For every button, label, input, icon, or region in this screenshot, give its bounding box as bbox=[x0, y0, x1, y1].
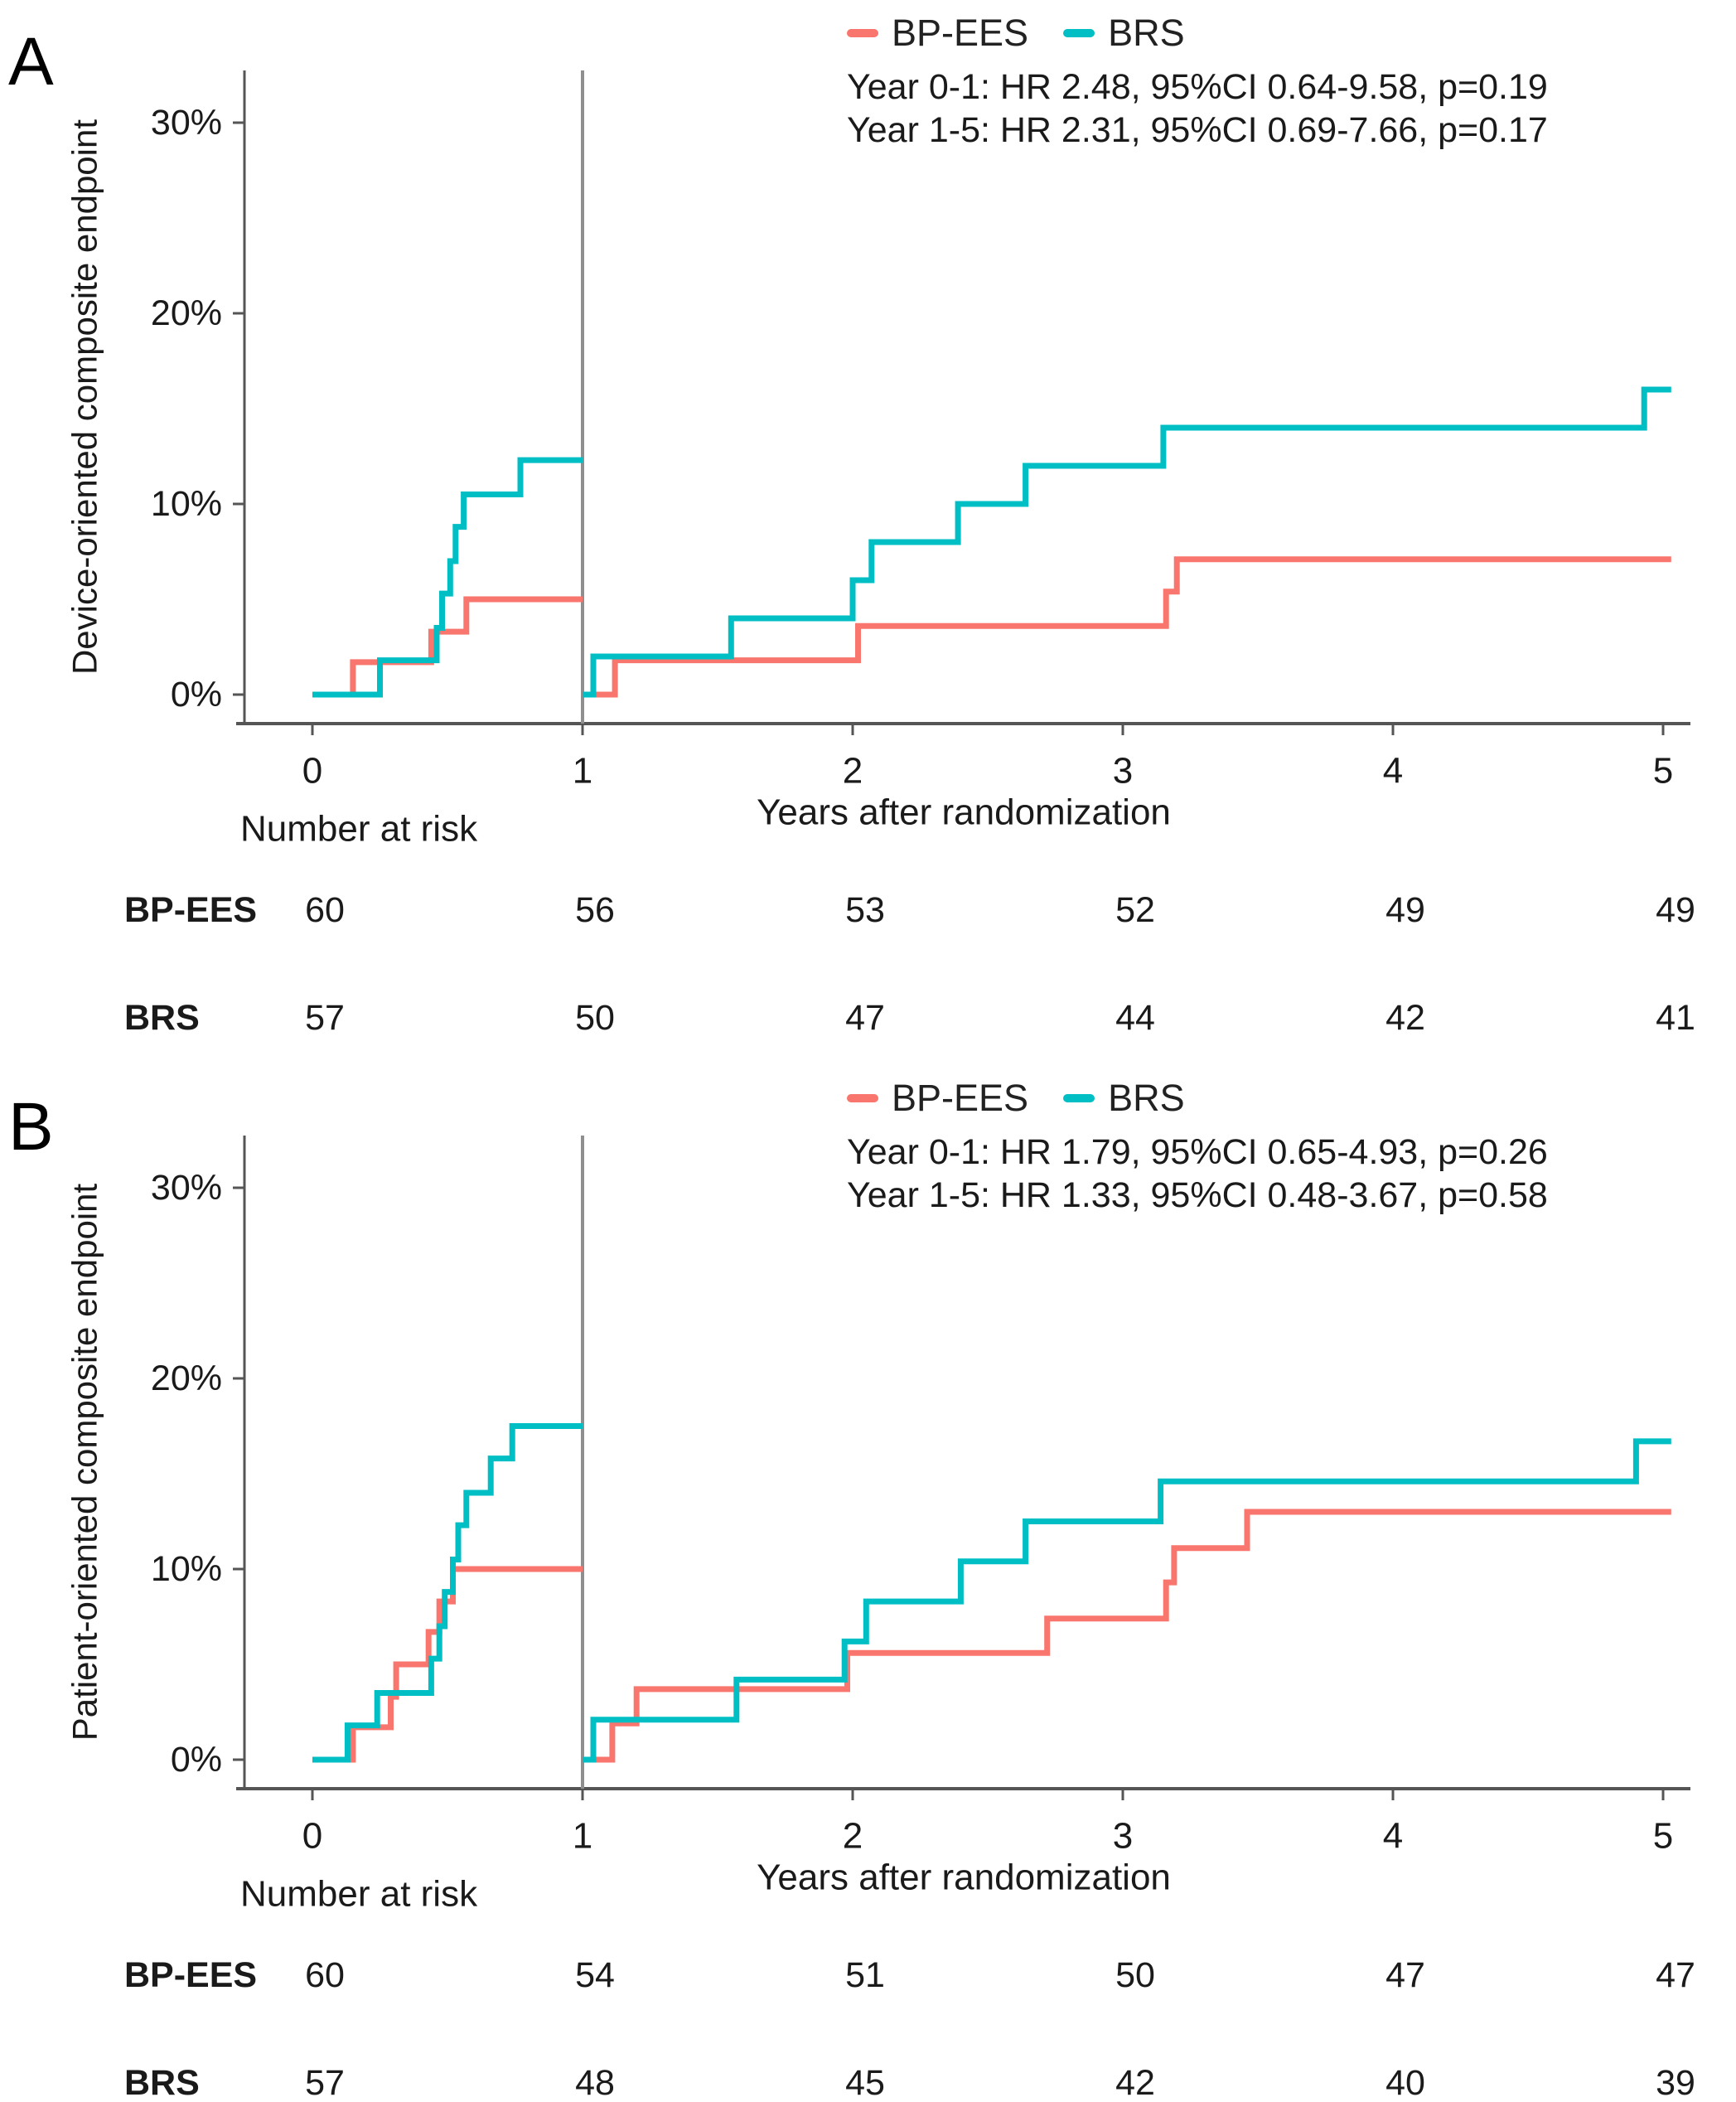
at-risk-value-brs-year-4: 42 bbox=[1385, 998, 1425, 1038]
at-risk-value-bp-ees-year-5: 47 bbox=[1656, 1955, 1695, 1995]
legend-label-bp-ees: BP-EES bbox=[892, 1077, 1029, 1119]
curve-bp-ees-segment-2 bbox=[583, 1509, 1671, 1763]
panel-b-hr-annotation-year-0-1: Year 0-1: HR 1.79, 95%CI 0.65-4.93, p=0.… bbox=[847, 1132, 1548, 1172]
y-tick-label: 20% bbox=[151, 1359, 222, 1398]
at-risk-value-brs-year-2: 45 bbox=[845, 2063, 885, 2102]
x-tick-label: 5 bbox=[1653, 751, 1673, 792]
at-risk-value-bp-ees-year-4: 47 bbox=[1385, 1955, 1425, 1995]
x-tick-label: 0 bbox=[302, 751, 322, 792]
at-risk-value-brs-year-4: 40 bbox=[1385, 2063, 1425, 2102]
at-risk-value-bp-ees-year-0: 60 bbox=[305, 890, 345, 930]
panel-a-hr-annotation-year-0-1: Year 0-1: HR 2.48, 95%CI 0.64-9.58, p=0.… bbox=[847, 67, 1548, 107]
x-tick-label: 1 bbox=[573, 1816, 592, 1857]
y-tick-label: 30% bbox=[151, 103, 222, 143]
at-risk-row-label-bp-ees: BP-EES bbox=[124, 1955, 257, 1995]
x-tick-label: 2 bbox=[843, 1816, 863, 1857]
at-risk-value-bp-ees-year-2: 51 bbox=[845, 1955, 885, 1995]
x-axis-title: Years after randomization bbox=[757, 1857, 1171, 1898]
at-risk-value-brs-year-2: 47 bbox=[845, 998, 885, 1038]
legend-item-bp-ees: BP-EES bbox=[847, 12, 1028, 55]
at-risk-value-bp-ees-year-3: 52 bbox=[1115, 890, 1155, 930]
panel-b-chart: 0% 10% 20% 30% 0 1 2 3 4 5 Years after randomizati… bbox=[0, 1065, 1736, 2102]
y-axis-title: Patient-oriented composite endpoint bbox=[65, 1183, 104, 1741]
x-tick-label: 3 bbox=[1113, 751, 1133, 792]
legend-item-bp-ees: BP-EES bbox=[847, 1077, 1028, 1120]
panel-b-legend: BP-EES BRS bbox=[847, 1077, 1220, 1120]
curve-bp-ees-segment-2 bbox=[583, 556, 1671, 698]
legend-label-brs: BRS bbox=[1108, 12, 1185, 54]
legend-item-brs: BRS bbox=[1063, 12, 1185, 55]
number-at-risk-label: Number at risk bbox=[240, 809, 478, 850]
chart-svg: 0% 10% 20% 30% 0 1 2 3 4 5 Years after randomizati… bbox=[65, 70, 1695, 1038]
x-tick-label: 3 bbox=[1113, 1816, 1133, 1857]
at-risk-row-label-brs: BRS bbox=[124, 998, 200, 1038]
at-risk-value-brs-year-5: 41 bbox=[1656, 998, 1695, 1038]
at-risk-value-bp-ees-year-0: 60 bbox=[305, 1955, 345, 1995]
panel-b-letter: B bbox=[8, 1089, 54, 1165]
legend-swatch-brs bbox=[1063, 1094, 1095, 1102]
panel-a-hr-annotation-year-1-5: Year 1-5: HR 2.31, 95%CI 0.69-7.66, p=0.… bbox=[847, 110, 1548, 150]
legend-item-brs: BRS bbox=[1063, 1077, 1185, 1120]
legend-swatch-bp-ees bbox=[847, 1094, 878, 1102]
x-tick-label: 4 bbox=[1383, 751, 1403, 792]
x-tick-label: 1 bbox=[573, 751, 592, 792]
y-tick-label: 10% bbox=[151, 1549, 222, 1589]
at-risk-value-bp-ees-year-3: 50 bbox=[1115, 1955, 1155, 1995]
curve-brs-segment-1 bbox=[312, 457, 583, 698]
y-tick-label: 0% bbox=[171, 675, 222, 714]
panel-a-chart: 0% 10% 20% 30% 0 1 2 3 4 5 Years after randomizati… bbox=[65, 70, 1695, 1038]
y-tick-label: 30% bbox=[151, 1168, 222, 1208]
panel-a-letter: A bbox=[8, 24, 54, 99]
at-risk-value-brs-year-1: 48 bbox=[575, 2063, 615, 2102]
at-risk-value-bp-ees-year-4: 49 bbox=[1385, 890, 1425, 930]
panel-b-hr-annotation-year-1-5: Year 1-5: HR 1.33, 95%CI 0.48-3.67, p=0.… bbox=[847, 1175, 1548, 1215]
at-risk-value-brs-year-3: 42 bbox=[1115, 2063, 1155, 2102]
at-risk-value-brs-year-0: 57 bbox=[305, 998, 345, 1038]
at-risk-value-brs-year-5: 39 bbox=[1656, 2063, 1695, 2102]
legend-swatch-brs bbox=[1063, 29, 1095, 37]
legend-label-brs: BRS bbox=[1108, 1077, 1185, 1119]
x-tick-label: 4 bbox=[1383, 1816, 1403, 1857]
y-tick-label: 0% bbox=[171, 1740, 222, 1780]
x-tick-label: 5 bbox=[1653, 1816, 1673, 1857]
y-tick-label: 10% bbox=[151, 484, 222, 524]
curve-brs-segment-2 bbox=[583, 1438, 1671, 1763]
at-risk-value-bp-ees-year-5: 49 bbox=[1656, 890, 1695, 930]
curve-brs-segment-1 bbox=[312, 1423, 583, 1763]
legend-label-bp-ees: BP-EES bbox=[892, 12, 1029, 54]
at-risk-value-brs-year-3: 44 bbox=[1115, 998, 1155, 1038]
y-axis-title: Device-oriented composite endpoint bbox=[65, 119, 104, 675]
at-risk-value-bp-ees-year-1: 54 bbox=[575, 1955, 615, 1995]
at-risk-value-bp-ees-year-2: 53 bbox=[845, 890, 885, 930]
x-tick-label: 2 bbox=[843, 751, 863, 792]
at-risk-value-brs-year-1: 50 bbox=[575, 998, 615, 1038]
at-risk-value-bp-ees-year-1: 56 bbox=[575, 890, 615, 930]
y-tick-label: 20% bbox=[151, 293, 222, 333]
x-tick-label: 0 bbox=[302, 1816, 322, 1857]
at-risk-row-label-bp-ees: BP-EES bbox=[124, 890, 257, 930]
panel-a-legend: BP-EES BRS bbox=[847, 12, 1220, 55]
curve-bp-ees-segment-1 bbox=[312, 596, 583, 698]
panel-a: 0% 10% 20% 30% 0 1 2 3 4 5 Years after randomizati… bbox=[8, 12, 1695, 1038]
panel-b: 0% 10% 20% 30% 0 1 2 3 4 5 Years after randomizati… bbox=[0, 1065, 1736, 2102]
x-axis-title: Years after randomization bbox=[757, 792, 1171, 833]
at-risk-row-label-brs: BRS bbox=[124, 2063, 200, 2102]
curve-brs-segment-2 bbox=[583, 386, 1671, 698]
legend-swatch-bp-ees bbox=[847, 29, 878, 37]
number-at-risk-label: Number at risk bbox=[240, 1874, 478, 1915]
at-risk-value-brs-year-0: 57 bbox=[305, 2063, 345, 2102]
